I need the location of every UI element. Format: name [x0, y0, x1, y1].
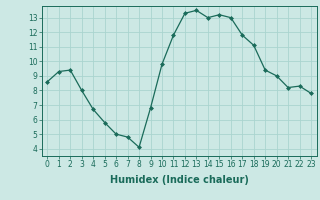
X-axis label: Humidex (Indice chaleur): Humidex (Indice chaleur) [110, 175, 249, 185]
